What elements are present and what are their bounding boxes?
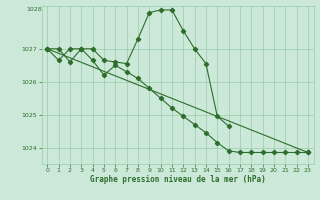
X-axis label: Graphe pression niveau de la mer (hPa): Graphe pression niveau de la mer (hPa) [90,175,266,184]
Text: 1028: 1028 [26,7,42,12]
